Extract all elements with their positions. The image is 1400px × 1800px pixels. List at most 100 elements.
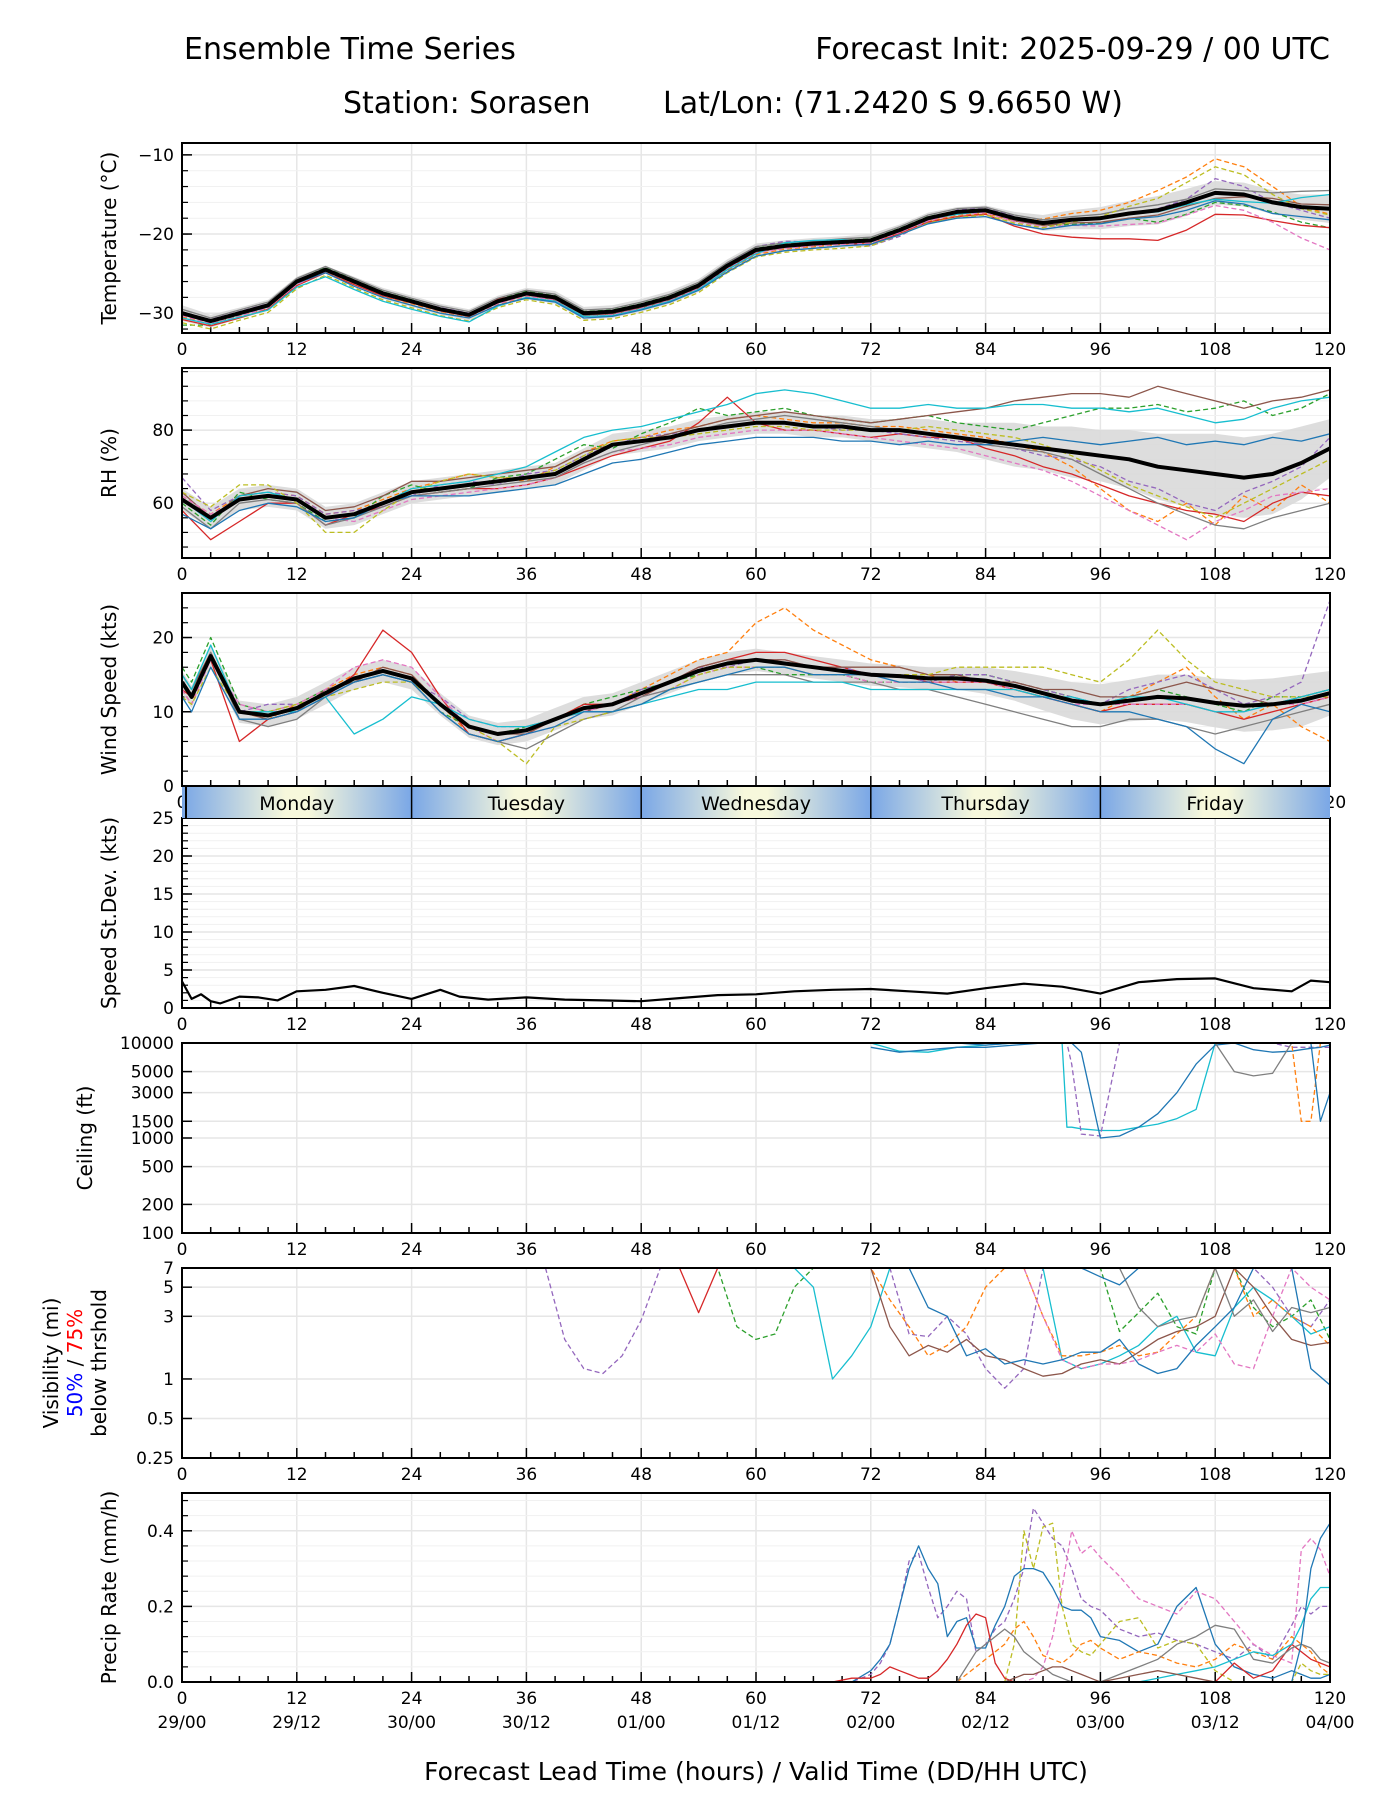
day-label-thursday: Thursday xyxy=(940,793,1029,815)
x-tick-label: 48 xyxy=(630,1465,652,1485)
x-tick-label: 12 xyxy=(286,565,308,585)
x-valid-time-label: 29/00 xyxy=(158,1713,207,1733)
series-line-member-6 xyxy=(182,429,1330,541)
y-tick-label: 500 xyxy=(142,1158,174,1178)
x-tick-label: 120 xyxy=(1314,1015,1346,1035)
series-line-member-4 xyxy=(544,1268,1330,1389)
y-tick-label: 0.4 xyxy=(147,1522,174,1542)
y-tick-label: 5 xyxy=(163,961,174,981)
x-tick-label: 12 xyxy=(286,1015,308,1035)
series-line-ensemble-mean xyxy=(182,654,1330,736)
series-line-member-10 xyxy=(182,666,1330,765)
y-tick-label: 1 xyxy=(163,1370,174,1390)
y-tick-label: 0.5 xyxy=(147,1409,174,1429)
panel-frame xyxy=(181,142,1331,334)
series-line-member-7 xyxy=(182,188,1330,319)
x-tick-label: 108 xyxy=(1199,1689,1231,1709)
threshold-label: 50% / 75% xyxy=(63,1309,87,1417)
series-line-member-2 xyxy=(545,1268,1330,1341)
series-line-member-6 xyxy=(182,659,1330,743)
panel-precip: 0.0 0.2 0.4 0 29/00 12 29/12 24 30/00 36 30/12 48 01… xyxy=(97,1491,1355,1733)
x-tick-label: 72 xyxy=(860,1015,882,1035)
series-line-member-8 xyxy=(813,1522,1330,1682)
series-line-member-5 xyxy=(545,1268,1330,1377)
ensemble-spread-band xyxy=(182,644,1330,746)
y-tick-label: 0 xyxy=(163,777,174,797)
series-line-member-10 xyxy=(182,200,1330,323)
x-tick-label: 60 xyxy=(745,1465,767,1485)
x-valid-time-label: 02/00 xyxy=(846,1713,895,1733)
series-line-member-7 xyxy=(870,1043,1330,1077)
series-line-member-0 xyxy=(870,1043,1330,1139)
y-tick-label: 20 xyxy=(152,629,174,649)
series-group-ceiling xyxy=(870,1043,1330,1139)
panel-stdev: 0 5 10 15 20 25 0 12 24 36 48 60 72 84 96 108 120 Speed S… xyxy=(97,809,1346,1035)
x-valid-time-label: 03/12 xyxy=(1191,1713,1240,1733)
series-line-member-5 xyxy=(182,385,1330,519)
x-tick-label: 0 xyxy=(177,1015,188,1035)
y-tick-label: 7 xyxy=(163,1259,174,1279)
x-tick-label: 84 xyxy=(975,565,997,585)
x-tick-label: 60 xyxy=(745,1240,767,1260)
x-tick-label: 84 xyxy=(975,1240,997,1260)
series-line-member-1 xyxy=(182,607,1330,743)
x-tick-label: 12 xyxy=(286,1240,308,1260)
series-group-wind xyxy=(182,600,1330,765)
y-tick-label: 1500 xyxy=(131,1112,174,1132)
y-tick-label: 10 xyxy=(152,923,174,943)
day-label-friday: Friday xyxy=(1186,793,1244,815)
x-valid-time-label: 30/12 xyxy=(502,1713,551,1733)
series-line-member-0 xyxy=(813,1545,1330,1682)
threshold-separator: / xyxy=(63,1353,87,1372)
series-line-member-10 xyxy=(870,1043,1330,1122)
station-latlon: Lat/Lon: (71.2420 S 9.6650 W) xyxy=(663,86,1123,121)
x-tick-label: 96 xyxy=(1090,1689,1112,1709)
x-tick-label: 120 xyxy=(1314,565,1346,585)
station-name: Station: Sorasen xyxy=(343,86,591,121)
day-segment xyxy=(182,787,412,818)
ensemble-spread-band xyxy=(182,411,1330,529)
y-axis-label: Precip Rate (mm/h) xyxy=(97,1491,121,1685)
x-tick-label: 36 xyxy=(516,1240,538,1260)
series-line-member-4 xyxy=(870,1043,1330,1137)
panel-frame xyxy=(181,592,1331,787)
x-tick-label: 84 xyxy=(975,1015,997,1035)
x-tick-label: 60 xyxy=(745,340,767,360)
day-label-wednesday: Wednesday xyxy=(701,793,811,815)
y-tick-label: 25 xyxy=(152,809,174,829)
panel-frame xyxy=(181,1042,1331,1234)
panel-frame xyxy=(181,1492,1331,1683)
series-line-ensemble-stdev xyxy=(182,977,1330,1005)
x-tick-label: 12 xyxy=(286,1689,308,1709)
panel-rh: 60 80 0 12 24 36 48 60 72 84 96 108 120 RH (%) xyxy=(97,367,1346,585)
x-tick-label: 72 xyxy=(860,1465,882,1485)
x-tick-label: 48 xyxy=(630,565,652,585)
x-tick-label: 0 xyxy=(177,340,188,360)
y-tick-label: 10 xyxy=(152,703,174,723)
x-tick-label: 72 xyxy=(860,340,882,360)
x-tick-label: 36 xyxy=(516,340,538,360)
series-group-stdev xyxy=(182,977,1330,1005)
series-line-member-8 xyxy=(182,629,1330,765)
y-tick-label: 0.2 xyxy=(147,1597,174,1617)
x-tick-label: 24 xyxy=(401,1465,423,1485)
y-tick-label: 0.25 xyxy=(136,1449,174,1469)
x-tick-label: 12 xyxy=(286,340,308,360)
threshold-suffix-label: below thrshold xyxy=(87,1289,111,1437)
x-tick-label: 84 xyxy=(975,1689,997,1709)
y-tick-label: −30 xyxy=(138,304,174,324)
y-axis-label: Temperature (°C) xyxy=(97,152,121,326)
series-line-member-3 xyxy=(813,1613,1330,1682)
series-group-rh xyxy=(182,385,1330,541)
threshold-50-label: 50% xyxy=(63,1373,87,1417)
y-tick-label: 60 xyxy=(152,494,174,514)
chart-title: Ensemble Time Series xyxy=(184,32,516,67)
y-tick-label: 5000 xyxy=(131,1063,174,1083)
panel-wind: 0102001224364860728496108120Wind Speed (… xyxy=(97,592,1346,813)
x-tick-label: 36 xyxy=(516,565,538,585)
forecast-init: Forecast Init: 2025-09-29 / 00 UTC xyxy=(815,32,1330,67)
x-tick-label: 24 xyxy=(401,565,423,585)
y-tick-label: −10 xyxy=(138,146,174,166)
x-tick-label: 24 xyxy=(401,340,423,360)
